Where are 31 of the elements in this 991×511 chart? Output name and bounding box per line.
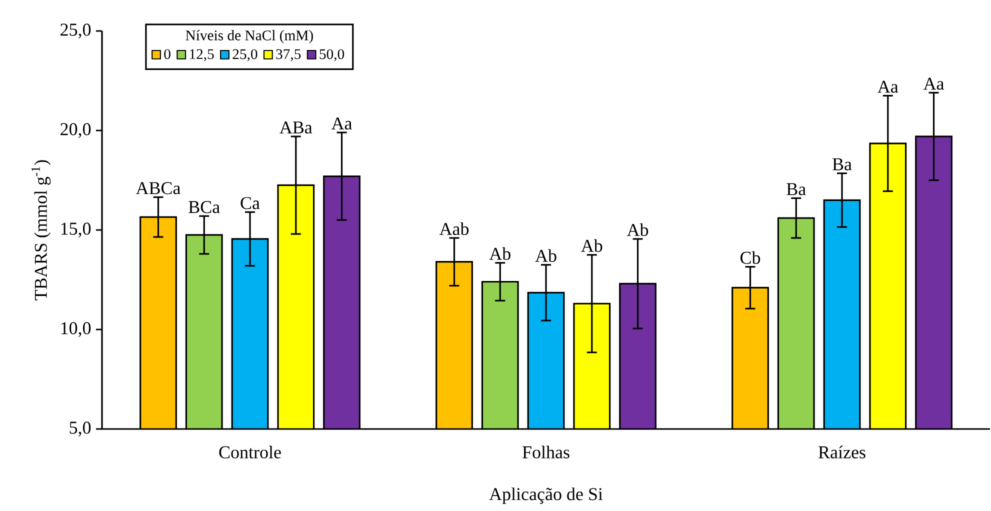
legend-label: 12,5 [190,49,214,62]
legend-title: Níveis de NaCl (mM) [186,30,313,44]
data-label: Aab [439,222,469,236]
legend-label: 50,0 [320,49,344,62]
x-axis-title: Aplicação de Si [489,488,603,504]
y-tick-label: 5,0 [70,422,91,436]
data-label: Aa [878,80,898,93]
data-label: Aa [923,78,944,90]
data-label: ABCa [136,182,180,194]
data-label: Ca [240,197,260,210]
data-label: ABa [280,121,312,134]
legend-label: 0 [164,49,170,60]
data-label: Ab [535,249,556,262]
y-tick-label: 15,0 [61,222,91,238]
data-label: Ab [489,247,510,260]
data-label: Ba [786,183,806,196]
legend-label: 25,0 [232,49,258,62]
legend-label: 37,5 [276,49,301,62]
x-tick-label: Folhas [522,446,570,458]
y-tick-label: 10,0 [61,322,91,337]
y-tick-label: 20,0 [60,123,91,138]
x-tick-label: Controle [219,446,281,458]
data-label: Cb [740,251,760,264]
data-label: Aa [331,118,352,130]
data-label: Ba [832,158,852,170]
x-tick-label: Raízes [818,446,866,458]
data-label: Ab [626,223,648,236]
data-label: Ab [581,239,602,252]
y-axis-title: TBARS (mmol g$^{-1}$) [31,160,51,300]
data-label: BCa [188,201,220,214]
y-tick-label: 25,0 [60,24,91,38]
